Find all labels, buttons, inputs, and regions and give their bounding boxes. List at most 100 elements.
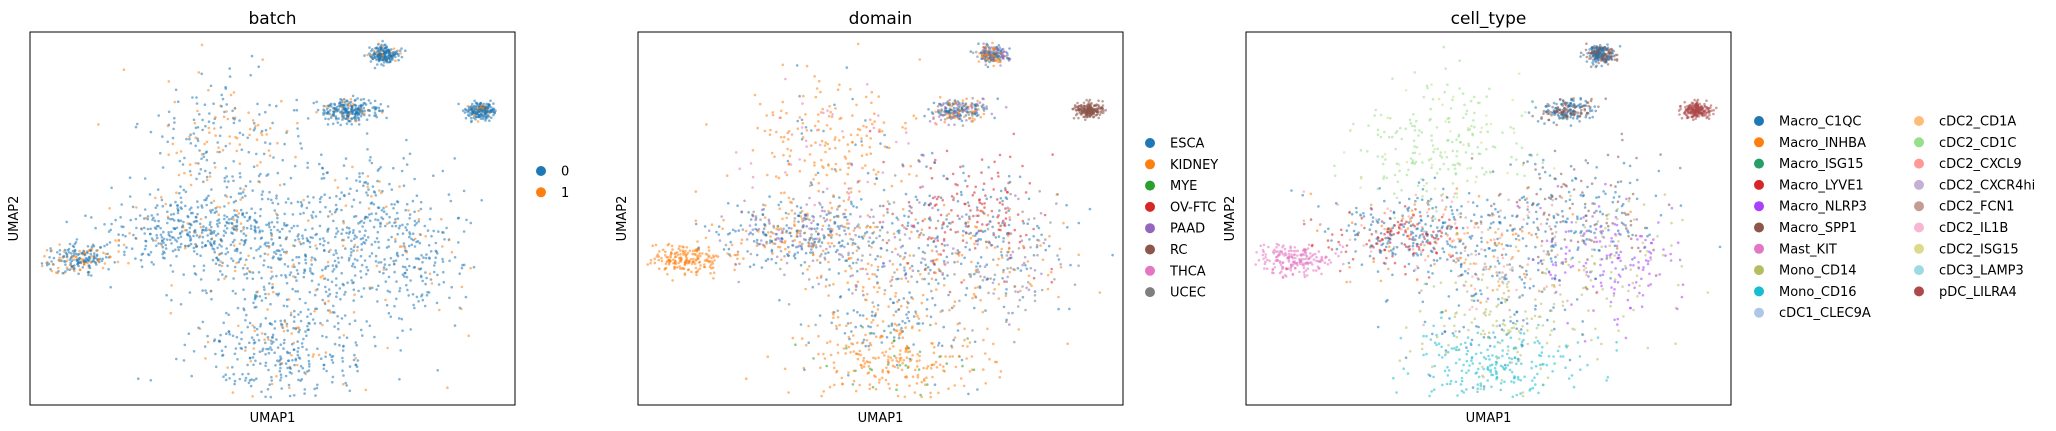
scatter-point [856,269,859,273]
scatter-point [823,258,827,261]
scatter-point [990,177,994,180]
scatter-point [242,188,246,191]
scatter-point [221,273,224,276]
scatter-point [865,83,869,86]
scatter-point [286,329,290,332]
scatter-point [917,246,921,250]
scatter-point [357,106,360,110]
scatter-point [321,323,324,327]
scatter-point [269,339,273,343]
scatter-point [903,255,906,259]
scatter-point [780,231,784,235]
scatter-point [282,304,286,308]
scatter-point [146,215,150,218]
scatter-point [481,117,485,121]
scatter-point [267,265,270,269]
scatter-point [349,187,352,191]
scatter-point [813,227,816,231]
scatter-point [891,359,894,362]
scatter-point [864,119,867,122]
scatter-point [856,258,860,261]
scatter-point [371,106,375,110]
scatter-point [904,251,907,255]
scatter-point [155,233,158,237]
scatter-point [427,244,431,247]
scatter-point [865,339,869,342]
scatter-point [335,207,339,211]
scatter-point [970,260,973,264]
scatter-point [865,153,869,156]
scatter-point [846,312,849,315]
scatter-point [885,336,889,339]
scatter-point [388,290,392,294]
scatter-point [327,215,330,218]
scatter-point [267,338,270,341]
scatter-point [911,354,914,357]
scatter-point [83,260,86,264]
scatter-point [861,325,864,329]
scatter-point [398,224,402,228]
scatter-point [796,119,799,123]
scatter-point [188,208,192,211]
scatter-point [371,48,374,51]
scatter-point [821,249,825,253]
scatter-point [62,254,66,258]
scatter-point [752,210,755,214]
scatter-point [789,149,793,152]
scatter-point [753,93,757,97]
scatter-point [296,224,299,228]
scatter-point [254,230,257,234]
scatter-point [242,232,246,235]
scatter-point [980,158,984,161]
scatter-point [285,325,289,328]
scatter-point [980,54,984,58]
scatter-point [846,242,850,245]
scatter-point [1008,216,1011,219]
scatter-point [933,345,936,349]
scatter-point [873,273,877,276]
scatter-point [305,237,309,240]
scatter-point [354,341,358,344]
scatter-point [197,162,200,165]
scatter-point [215,256,218,260]
scatter-point [975,226,979,229]
scatter-point [1050,270,1053,274]
scatter-point [286,351,290,355]
scatter-point [916,229,919,233]
scatter-point [401,253,405,257]
scatter-point [322,367,326,371]
scatter-point [754,218,757,222]
scatter-point [267,368,270,372]
scatter-point [778,298,781,302]
scatter-point [828,268,831,271]
scatter-point [807,341,810,345]
scatter-point [473,104,476,108]
scatter-point [201,289,204,292]
scatter-point [805,203,808,206]
scatter-point [887,239,891,242]
scatter-point [231,215,235,219]
scatter-point [867,371,871,374]
scatter-point [401,232,405,235]
scatter-point [241,212,244,216]
scatter-point [446,386,449,390]
scatter-point [941,198,944,202]
scatter-point [883,289,887,292]
scatter-point [946,116,949,120]
scatter-point [282,347,285,350]
scatter-point [1041,258,1045,262]
scatter-point [830,321,833,325]
scatter-point [258,113,261,116]
scatter-point [974,185,977,189]
scatter-point [783,135,786,139]
scatter-point [195,102,199,105]
scatter-point [304,254,308,257]
scatter-point [223,176,227,180]
scatter-point [971,296,974,300]
scatter-point [324,117,327,120]
scatter-point [653,261,657,265]
scatter-point [220,239,224,243]
scatter-point [208,171,212,175]
scatter-point [947,293,950,297]
scatter-point [370,286,374,290]
